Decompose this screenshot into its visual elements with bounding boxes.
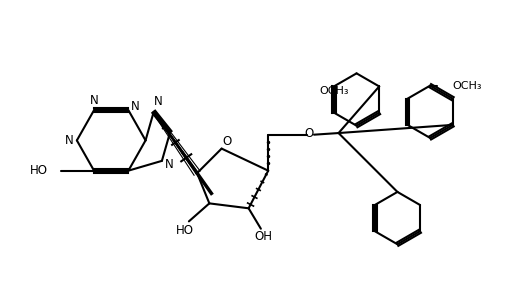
Text: OCH₃: OCH₃ (319, 86, 349, 96)
Text: O: O (223, 135, 232, 148)
Text: HO: HO (30, 164, 48, 177)
Text: HO: HO (176, 224, 194, 237)
Text: N: N (165, 158, 174, 171)
Text: N: N (153, 95, 162, 108)
Text: N: N (65, 134, 74, 147)
Text: N: N (131, 100, 140, 112)
Text: O: O (304, 127, 314, 140)
Text: OH: OH (254, 230, 272, 243)
Text: N: N (90, 94, 98, 107)
Text: OCH₃: OCH₃ (452, 81, 482, 91)
